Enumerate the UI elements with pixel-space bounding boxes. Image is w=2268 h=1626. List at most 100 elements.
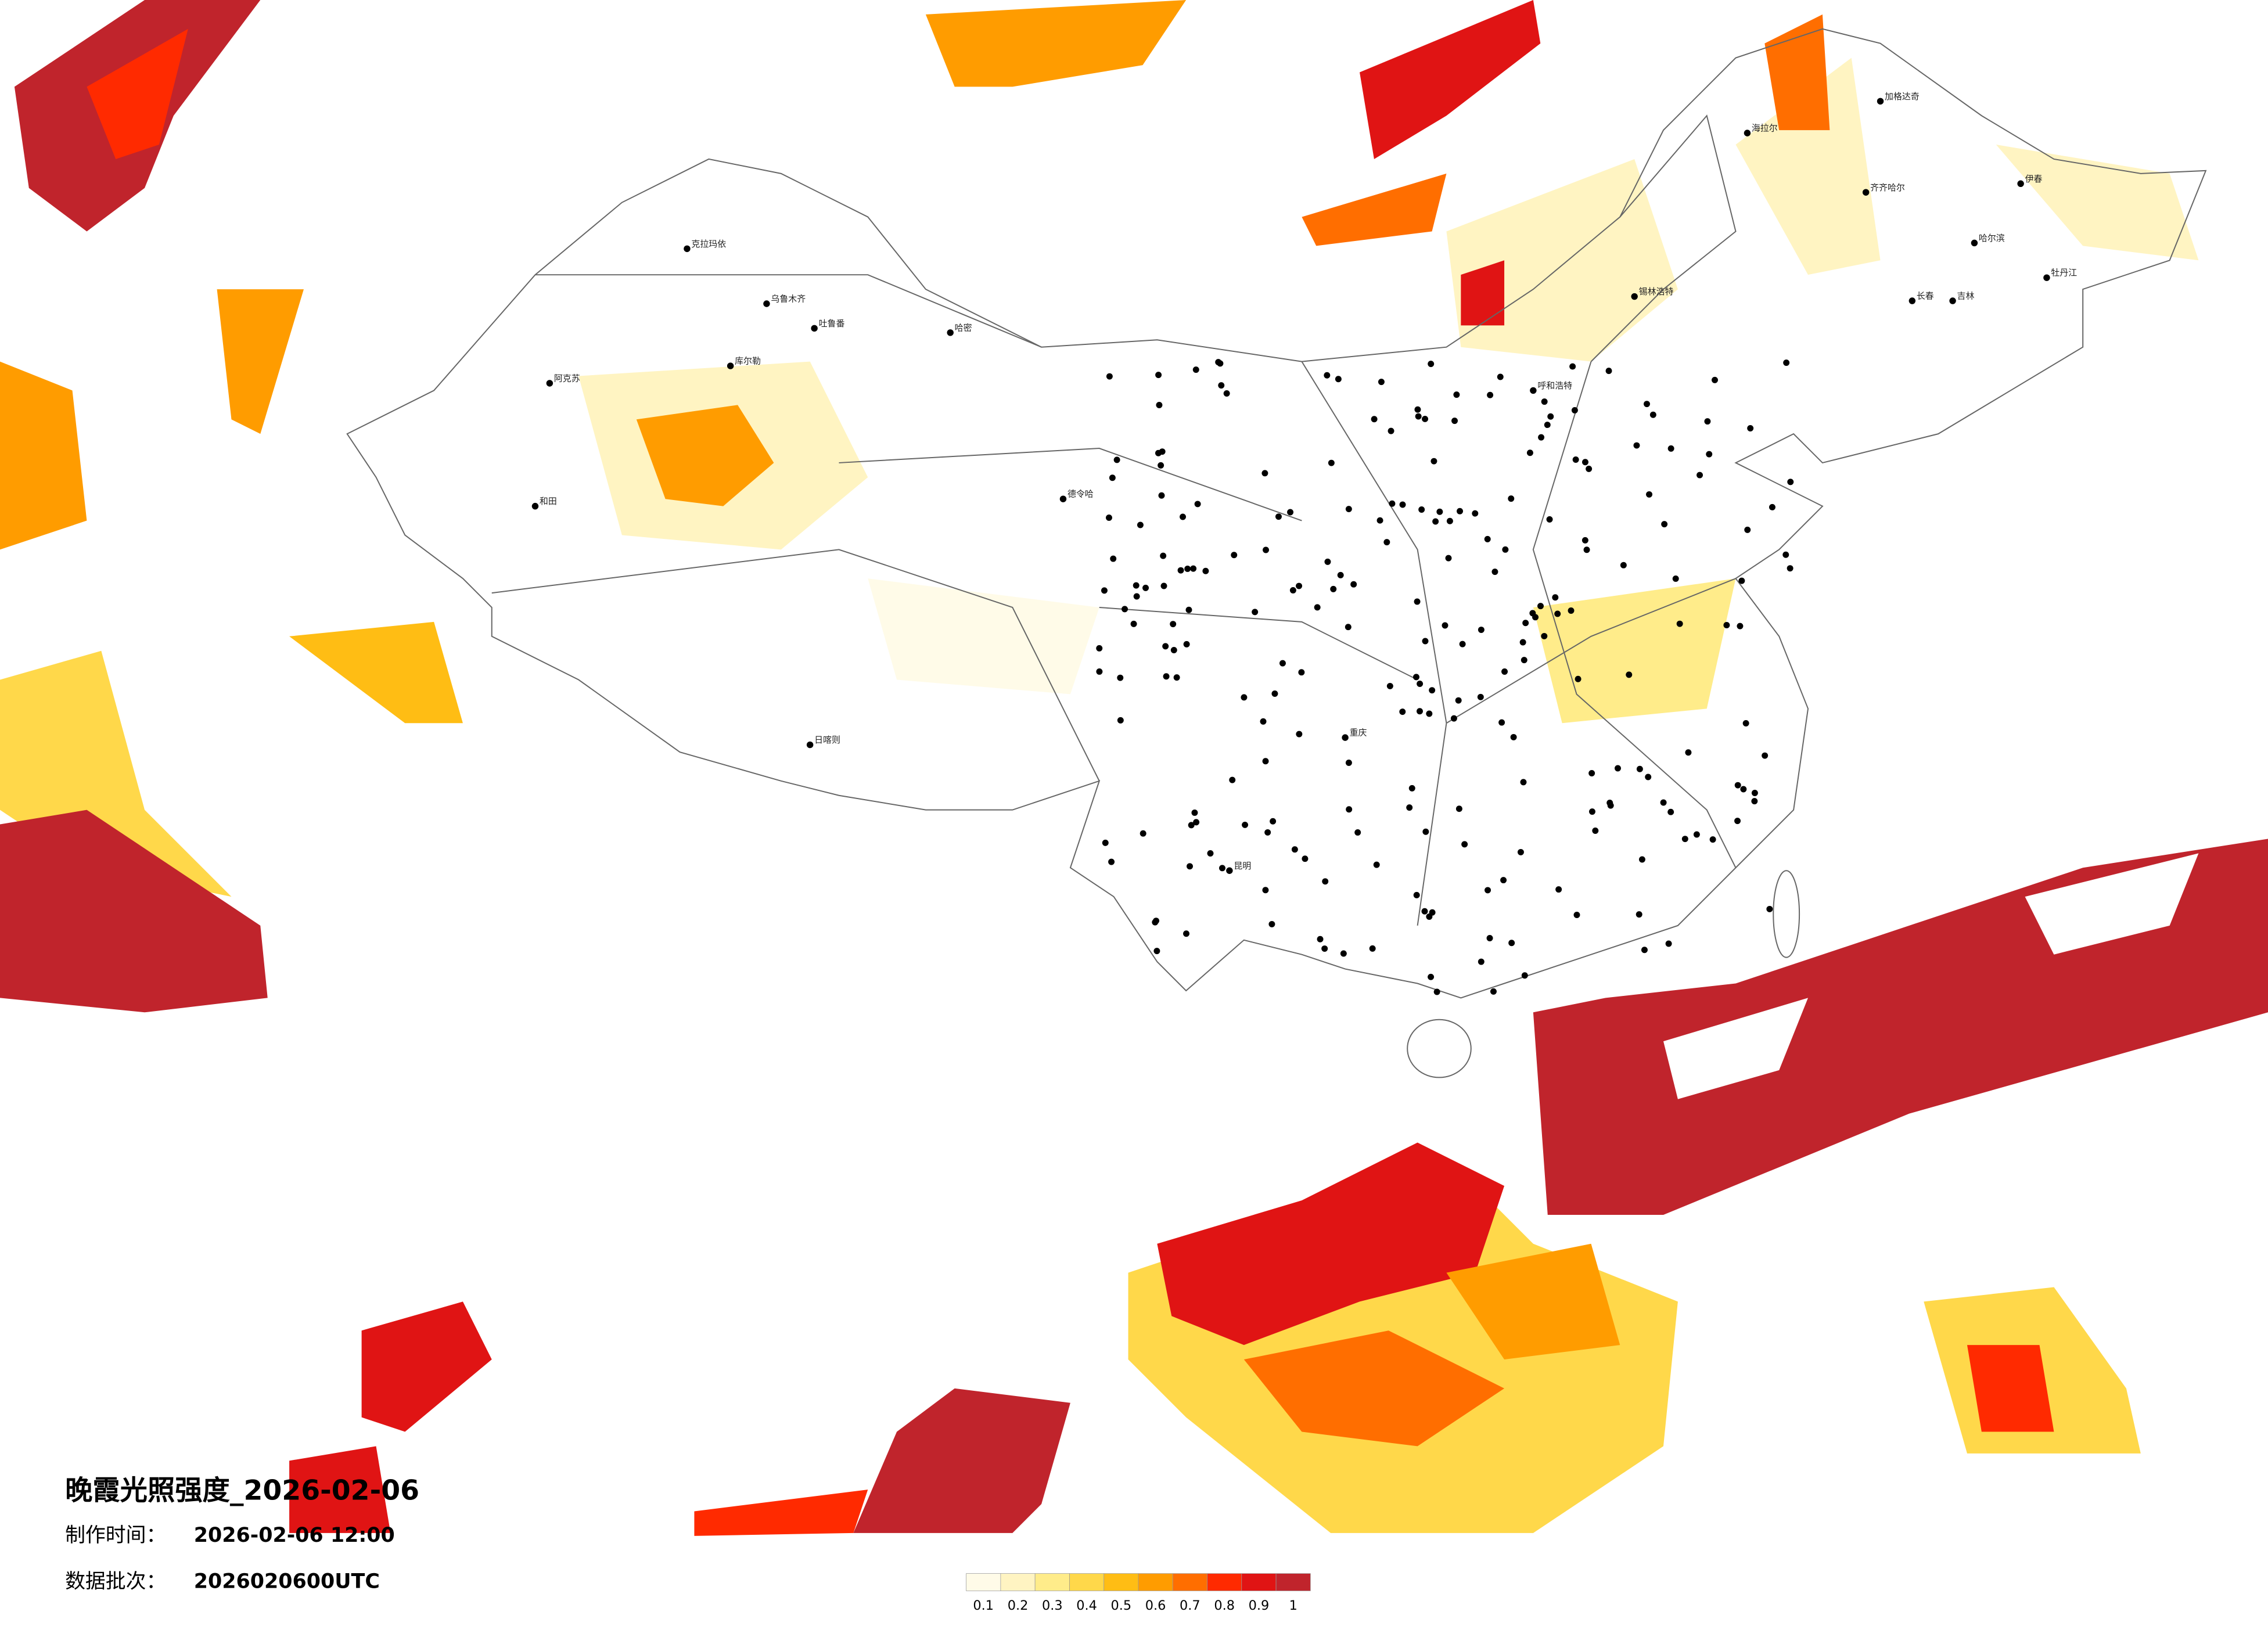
station-dot xyxy=(1451,418,1458,425)
station-dot xyxy=(1191,809,1198,816)
station-dot xyxy=(1328,459,1335,466)
station-dot xyxy=(1661,521,1668,528)
legend-swatch xyxy=(966,1573,1001,1591)
station-dot xyxy=(1296,731,1303,738)
city-label: 阿克苏 xyxy=(554,373,580,383)
station-dot xyxy=(1487,391,1494,398)
station-dot xyxy=(1501,668,1508,675)
city-dot xyxy=(2043,274,2050,281)
legend-tick-label: 0.5 xyxy=(1111,1598,1132,1613)
station-dot xyxy=(1455,805,1462,812)
city-label: 海拉尔 xyxy=(1752,123,1778,134)
station-dot xyxy=(1133,582,1140,589)
station-dot xyxy=(1117,674,1124,681)
legend-swatch xyxy=(1000,1573,1036,1591)
station-dot xyxy=(1547,413,1554,420)
station-dot xyxy=(1142,584,1149,591)
station-dot xyxy=(1337,571,1344,578)
station-dot xyxy=(1422,828,1429,835)
city-dot xyxy=(546,380,553,387)
station-dot xyxy=(1500,877,1507,884)
station-dot xyxy=(1180,513,1186,520)
station-dot xyxy=(1592,827,1599,834)
station-dot xyxy=(1787,479,1794,485)
station-dot xyxy=(1102,839,1109,846)
station-dot xyxy=(1388,427,1394,434)
station-dot xyxy=(1583,546,1590,553)
station-dot xyxy=(1706,451,1713,458)
station-dot xyxy=(1287,509,1294,516)
station-dot xyxy=(1155,449,1162,456)
legend-tick-label: 0.6 xyxy=(1145,1598,1166,1613)
station-dot xyxy=(1667,445,1674,452)
city-dot xyxy=(684,245,691,253)
station-dot xyxy=(1582,537,1588,544)
legend-swatch xyxy=(1275,1573,1311,1591)
station-dot xyxy=(1520,779,1527,786)
station-dot xyxy=(1672,575,1679,582)
station-dot xyxy=(1537,603,1544,610)
station-dot xyxy=(1665,940,1672,947)
station-dot xyxy=(1373,861,1380,868)
station-dot xyxy=(1314,604,1321,611)
station-dot xyxy=(1497,373,1504,380)
station-dot xyxy=(1626,671,1633,678)
station-dot xyxy=(1229,776,1236,783)
station-dot xyxy=(1633,442,1640,449)
batch: 2026020600UTC xyxy=(194,1570,380,1593)
station-dot xyxy=(1133,593,1140,600)
station-dot xyxy=(1324,372,1331,379)
station-dot xyxy=(1193,819,1200,826)
city-label: 齐齐哈尔 xyxy=(1870,182,1905,193)
station-dot xyxy=(1096,668,1103,675)
city-dot xyxy=(1530,387,1537,394)
station-dot xyxy=(1660,799,1667,806)
station-dot xyxy=(1321,945,1328,952)
station-dot xyxy=(1738,577,1745,584)
city-label: 哈密 xyxy=(955,322,972,333)
legend: 0.1 0.2 0.3 0.4 0.5 0.6 0.7 0.8 0.9 1 xyxy=(966,1573,1311,1613)
station-dot xyxy=(1450,715,1457,722)
station-dot xyxy=(1751,789,1758,796)
station-dot xyxy=(1762,752,1769,759)
station-dot xyxy=(1162,643,1169,650)
station-dot xyxy=(1588,808,1595,815)
city-label: 重庆 xyxy=(1350,728,1367,738)
station-dot xyxy=(1740,786,1747,793)
station-dot xyxy=(1638,856,1645,863)
station-dot xyxy=(1108,858,1115,865)
city-dot xyxy=(806,741,814,749)
station-dot xyxy=(1418,506,1425,513)
station-dot xyxy=(1421,908,1428,915)
station-dot xyxy=(1101,587,1108,594)
station-dot xyxy=(1676,620,1683,627)
station-dot xyxy=(1219,865,1225,872)
city-label: 加格达奇 xyxy=(1885,91,1920,102)
city-label: 呼和浩特 xyxy=(1537,380,1572,391)
station-dot xyxy=(1105,514,1112,521)
station-dot xyxy=(1766,905,1773,912)
station-dot xyxy=(1415,413,1422,420)
station-dot xyxy=(1457,508,1464,515)
station-dot xyxy=(1486,934,1493,941)
city-dot xyxy=(1631,293,1638,300)
legend-swatch xyxy=(1207,1573,1242,1591)
station-dot xyxy=(1453,391,1460,398)
station-dot xyxy=(1517,848,1524,855)
city-label: 长春 xyxy=(1917,291,1934,301)
station-dot xyxy=(1369,945,1376,952)
legend-tick-label: 0.1 xyxy=(973,1598,994,1613)
legend-tick-label: 0.8 xyxy=(1214,1598,1235,1613)
station-dot xyxy=(1264,829,1271,836)
station-dot xyxy=(1508,495,1515,502)
legend-tick-label: 0.9 xyxy=(1249,1598,1270,1613)
city-dot xyxy=(811,325,818,332)
city-label: 克拉玛依 xyxy=(691,239,726,249)
station-dot xyxy=(1170,647,1177,653)
station-dot xyxy=(1693,831,1700,838)
city-dots xyxy=(531,98,2050,995)
city-dot xyxy=(727,362,734,369)
station-dot xyxy=(1383,539,1390,546)
city-dot xyxy=(947,329,954,336)
